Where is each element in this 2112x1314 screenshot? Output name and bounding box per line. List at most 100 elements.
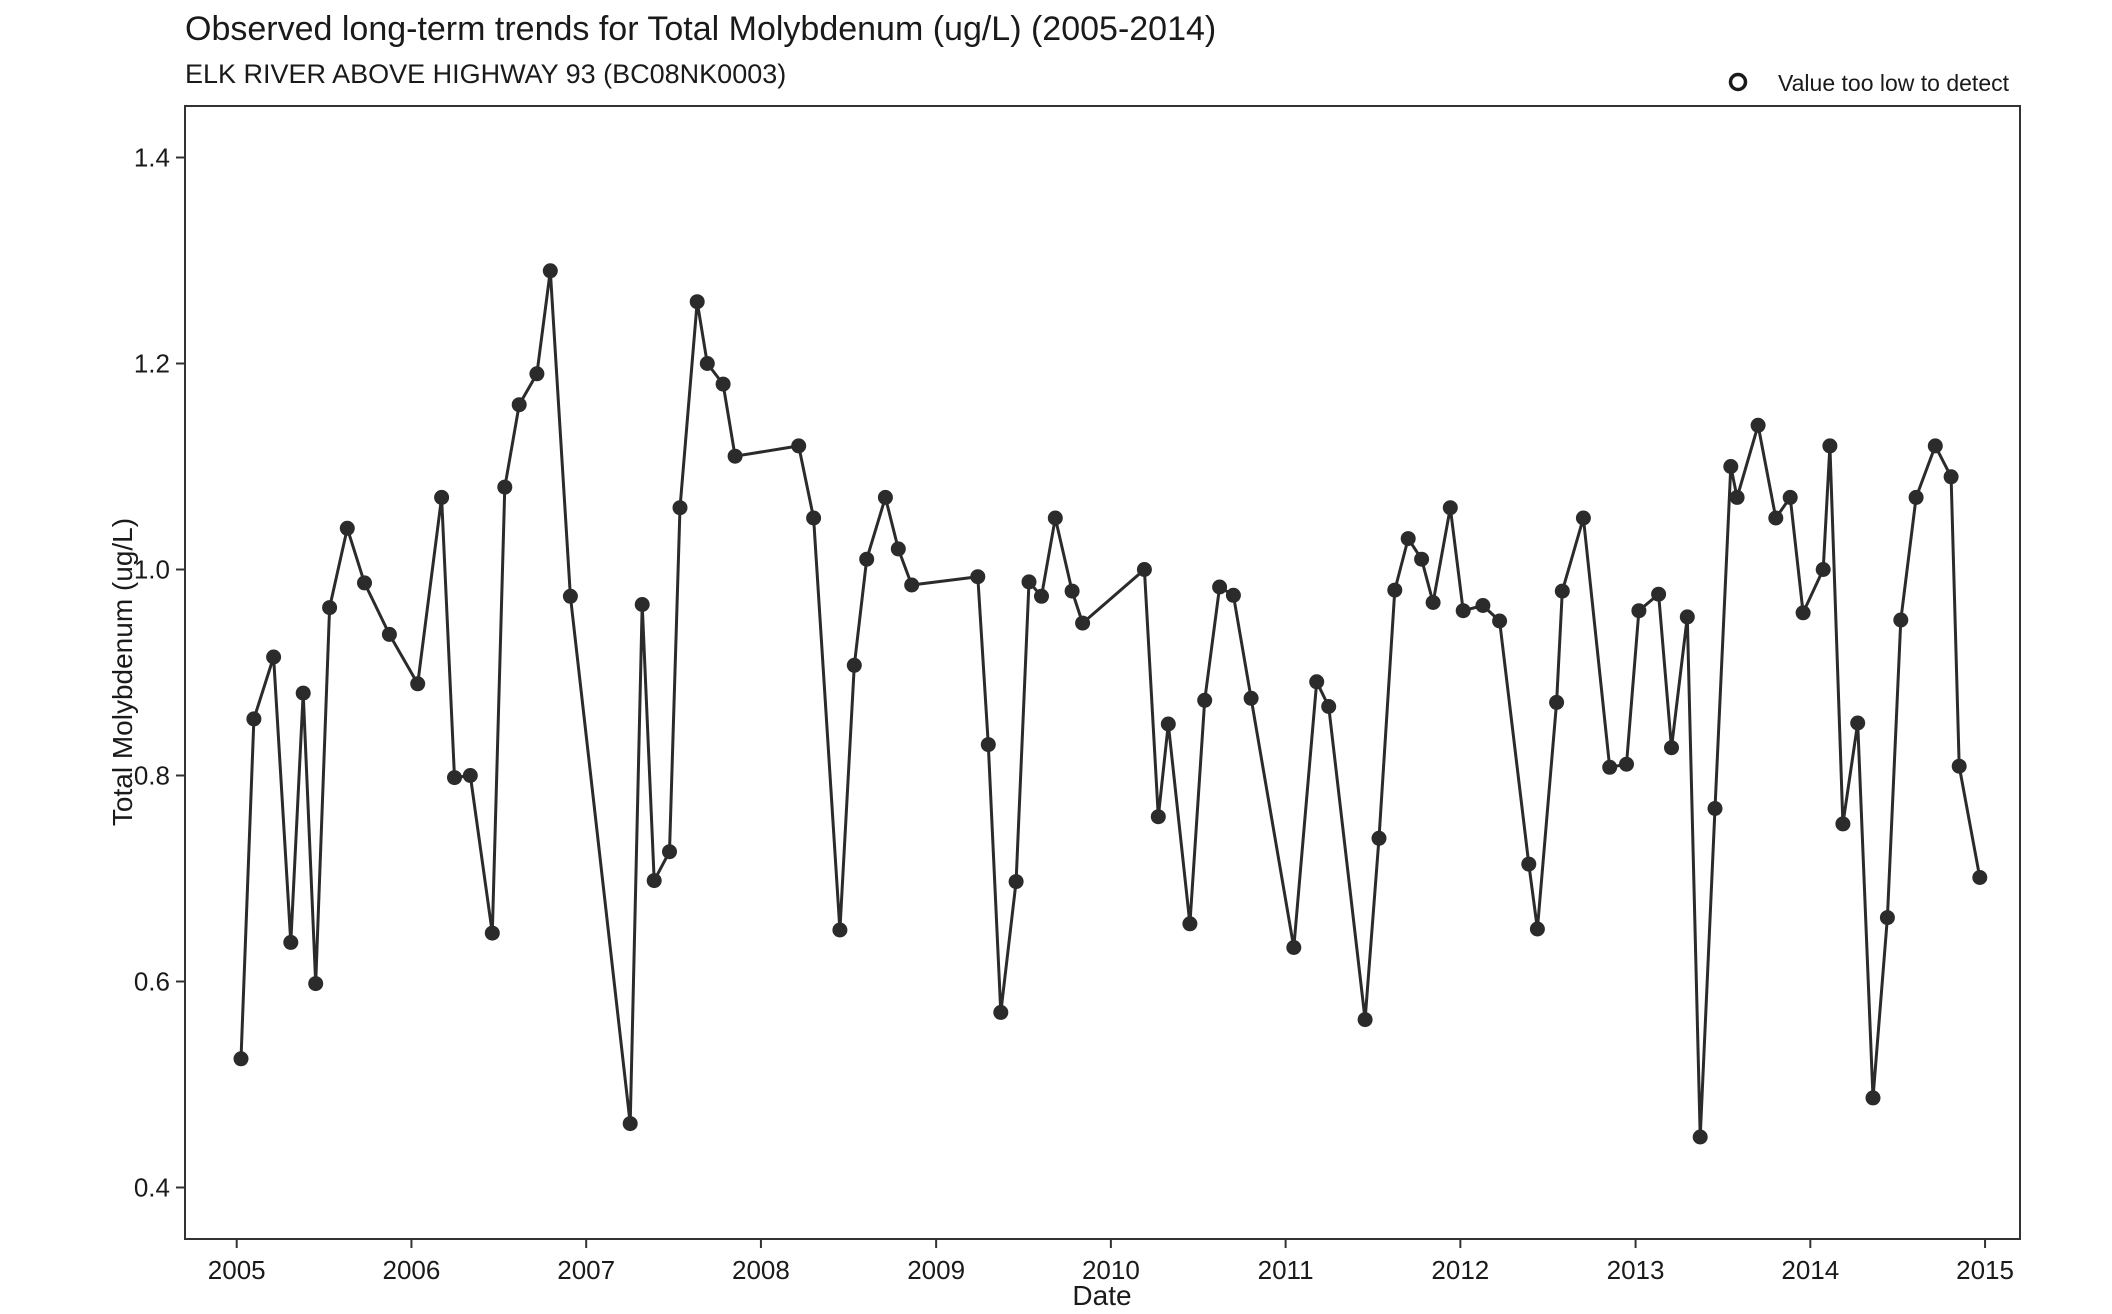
data-point <box>283 934 299 950</box>
x-tick-label: 2010 <box>1082 1255 1140 1285</box>
data-point <box>1750 417 1766 433</box>
data-point <box>1602 759 1618 775</box>
data-point <box>1160 716 1176 732</box>
y-tick-label: 1.0 <box>134 555 170 585</box>
data-point <box>1136 562 1152 577</box>
data-point <box>1815 562 1831 577</box>
data-point <box>1850 715 1866 731</box>
data-point <box>1554 583 1570 599</box>
data-point <box>1357 1012 1373 1028</box>
data-point <box>1529 921 1545 937</box>
data-point <box>1835 816 1851 832</box>
plot-frame <box>184 105 2021 1240</box>
data-point <box>806 510 822 526</box>
data-point <box>993 1004 1009 1020</box>
data-point <box>357 575 372 591</box>
x-tick-label: 2008 <box>732 1255 790 1285</box>
data-point <box>308 976 324 992</box>
data-point <box>980 737 996 753</box>
data-point <box>1651 586 1667 602</box>
data-point <box>1182 916 1198 932</box>
data-point <box>877 489 893 505</box>
data-point <box>1387 582 1403 598</box>
data-point <box>266 649 282 665</box>
legend: Value too low to detect <box>1728 70 2010 96</box>
data-point <box>542 263 558 279</box>
data-point <box>1927 438 1943 454</box>
data-point <box>1822 438 1838 454</box>
data-point <box>1286 940 1302 955</box>
data-point <box>727 448 743 464</box>
data-point <box>497 479 513 495</box>
data-point <box>846 657 862 673</box>
data-point <box>890 541 906 557</box>
chart-title: Observed long-term trends for Total Moly… <box>185 10 1216 48</box>
y-tick-label: 1.2 <box>134 349 170 379</box>
data-point <box>1768 510 1784 526</box>
data-point <box>1575 510 1591 526</box>
data-point <box>1442 500 1458 516</box>
data-point <box>1243 690 1259 706</box>
data-point <box>1707 801 1723 816</box>
data-point <box>1865 1090 1881 1106</box>
data-point <box>1879 910 1895 926</box>
legend-label: Value too low to detect <box>1778 70 2010 96</box>
y-tick-label: 0.8 <box>134 761 170 791</box>
data-point <box>662 844 677 860</box>
data-point <box>1664 740 1679 756</box>
data-point <box>1893 612 1909 628</box>
x-tick-label: 2009 <box>907 1255 965 1285</box>
x-tick-label: 2005 <box>208 1255 266 1285</box>
data-point <box>1972 870 1988 885</box>
data-point <box>511 397 527 413</box>
data-point <box>1492 613 1508 629</box>
data-point <box>1521 856 1537 872</box>
data-point <box>1475 598 1491 613</box>
x-tick-label: 2006 <box>383 1255 441 1285</box>
series-line <box>239 269 1982 1139</box>
data-point <box>1197 692 1213 708</box>
data-point <box>970 569 986 585</box>
data-point <box>484 925 500 941</box>
data-point <box>1692 1129 1708 1145</box>
y-tick-label: 1.4 <box>134 143 170 173</box>
data-point <box>339 520 355 536</box>
legend-open-circle-marker <box>1728 72 1748 92</box>
data-point <box>233 1051 249 1067</box>
data-point <box>904 577 920 593</box>
data-point <box>1679 609 1695 625</box>
data-point <box>447 770 462 786</box>
data-point <box>529 366 545 382</box>
data-point <box>1021 574 1037 590</box>
y-axis-label: Total Molybdenum (ug/L) <box>107 518 138 826</box>
data-point <box>1371 830 1387 846</box>
data-point <box>1782 489 1798 505</box>
data-point <box>791 438 807 454</box>
data-point <box>1075 615 1091 631</box>
data-point <box>1549 694 1565 710</box>
data-point <box>634 597 650 612</box>
x-tick-label: 2014 <box>1781 1255 1839 1285</box>
y-tick-label: 0.6 <box>134 967 170 997</box>
data-point <box>672 500 688 516</box>
data-point <box>1951 758 1967 774</box>
data-point <box>1943 469 1959 485</box>
data-point <box>1225 587 1241 603</box>
data-point <box>1619 756 1634 772</box>
data-point <box>1414 551 1430 567</box>
data-point <box>1321 699 1337 714</box>
data-point <box>859 551 875 567</box>
data-point <box>381 626 397 642</box>
data-point <box>295 685 311 701</box>
y-axis: 0.4 0.6 0.8 1.0 1.2 1.4 <box>134 143 185 1203</box>
data-point <box>322 600 338 616</box>
x-tick-label: 2015 <box>1956 1255 2014 1285</box>
data-point <box>1795 605 1811 621</box>
data-point <box>699 356 715 371</box>
data-point <box>1908 489 1924 505</box>
data-point <box>1425 595 1441 610</box>
data-point <box>562 588 578 604</box>
data-point <box>1150 809 1166 825</box>
